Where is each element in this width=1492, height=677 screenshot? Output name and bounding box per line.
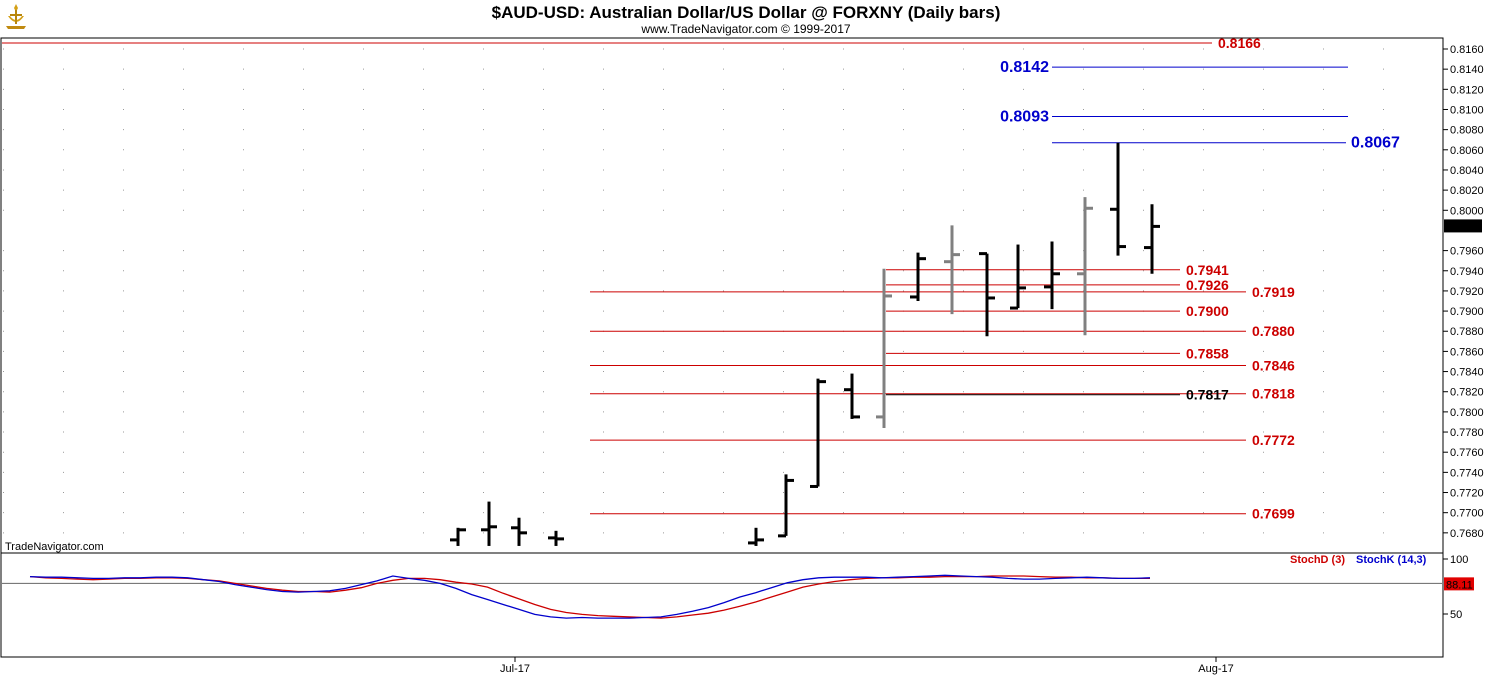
y-tick-label: 0.8020 <box>1450 185 1484 197</box>
ohlc-bar <box>876 268 892 429</box>
y-tick-label: 0.8100 <box>1450 104 1484 116</box>
y-tick-label: 0.8060 <box>1450 145 1484 157</box>
y-tick-label: 0.7900 <box>1450 306 1484 318</box>
watermark-text: TradeNavigator.com <box>5 541 104 553</box>
y-tick-label: 0.8080 <box>1450 125 1484 137</box>
level-label-0.7858: 0.7858 <box>1186 345 1229 361</box>
chart-title: $AUD-USD: Australian Dollar/US Dollar @ … <box>492 3 1001 22</box>
y-tick-label: 0.7940 <box>1450 266 1484 278</box>
stochastic-panel: 100 50 StochD (3) StochK (14,3) 88.11 <box>2 554 1474 621</box>
ohlc-bar <box>1077 197 1093 336</box>
level-label-0.8067: 0.8067 <box>1351 135 1400 152</box>
ohlc-bar <box>778 474 794 538</box>
y-tick-label: 0.7680 <box>1450 528 1484 540</box>
level-label-0.7772: 0.7772 <box>1252 432 1295 448</box>
price-bars <box>450 142 1160 546</box>
y-tick-label: 0.8140 <box>1450 64 1484 76</box>
ohlc-bar <box>1110 142 1126 256</box>
ohlc-bar <box>548 530 564 546</box>
y-tick-label: 0.8000 <box>1450 205 1484 217</box>
stoch-tick-label: 100 <box>1450 554 1468 566</box>
chart-subtitle: www.TradeNavigator.com © 1999-2017 <box>640 22 850 36</box>
level-label-0.7699: 0.7699 <box>1252 506 1295 522</box>
ohlc-bar <box>450 527 466 546</box>
y-tick-label: 0.7740 <box>1450 467 1484 479</box>
y-tick-label: 0.8040 <box>1450 165 1484 177</box>
y-tick-label: 0.7800 <box>1450 407 1484 419</box>
legend-stochk: StochK (14,3) <box>1356 554 1427 566</box>
y-tick-label: 0.7760 <box>1450 447 1484 459</box>
stoch-last-label: 88.11 <box>1446 579 1473 591</box>
y-tick-label: 0.7780 <box>1450 427 1484 439</box>
last-price-badge <box>1444 219 1482 233</box>
ohlc-bar <box>844 373 860 419</box>
y-tick-label: 0.7820 <box>1450 387 1484 399</box>
level-label-0.8093: 0.8093 <box>1000 109 1049 126</box>
ohlc-bar <box>1044 241 1060 310</box>
y-tick-label: 0.7840 <box>1450 367 1484 379</box>
level-label-0.8166: 0.8166 <box>1218 35 1261 51</box>
level-label-0.8142: 0.8142 <box>1000 59 1049 76</box>
level-label-0.7817: 0.7817 <box>1186 387 1229 403</box>
y-tick-label: 0.7700 <box>1450 508 1484 520</box>
y-tick-label: 0.7920 <box>1450 286 1484 298</box>
level-label-0.7919: 0.7919 <box>1252 284 1295 300</box>
y-tick-label: 0.8120 <box>1450 84 1484 96</box>
level-label-0.7926: 0.7926 <box>1186 277 1229 293</box>
x-tick-label: Aug-17 <box>1198 663 1233 675</box>
level-label-0.7941: 0.7941 <box>1186 262 1229 278</box>
ohlc-bar <box>910 252 926 301</box>
ohlc-bar <box>748 527 764 546</box>
y-tick-label: 0.8160 <box>1450 44 1484 56</box>
stoch-last-badge <box>1444 577 1474 591</box>
ohlc-bar <box>511 517 527 546</box>
ohlc-bar <box>944 225 960 315</box>
time-axis: Jul-17 Aug-17 <box>500 657 1234 675</box>
level-label-0.7880: 0.7880 <box>1252 323 1295 339</box>
legend-stochd: StochD (3) <box>1290 554 1345 566</box>
stoch-series-line <box>29 574 1151 619</box>
ohlc-bar <box>979 252 995 337</box>
ohlc-bar <box>810 378 826 488</box>
ohlc-bar <box>1144 204 1160 274</box>
tradenavigator-logo-icon <box>6 4 26 29</box>
level-label-0.7900: 0.7900 <box>1186 303 1229 319</box>
y-tick-label: 0.7720 <box>1450 488 1484 500</box>
ohlc-bar <box>1010 244 1026 310</box>
level-label-0.7846: 0.7846 <box>1252 358 1295 374</box>
stoch-tick-label: 50 <box>1450 609 1462 621</box>
level-label-0.7818: 0.7818 <box>1252 386 1295 402</box>
y-tick-label: 0.7960 <box>1450 246 1484 258</box>
price-axis: 0.8160 0.8140 0.8120 0.8100 0.8080 0.8060 0.80… <box>1443 44 1484 540</box>
x-tick-label: Jul-17 <box>500 663 530 675</box>
y-tick-label: 0.7860 <box>1450 346 1484 358</box>
y-tick-label: 0.7880 <box>1450 326 1484 338</box>
ohlc-bar <box>481 501 497 546</box>
last-price-label: 0.7984 <box>1446 221 1480 233</box>
